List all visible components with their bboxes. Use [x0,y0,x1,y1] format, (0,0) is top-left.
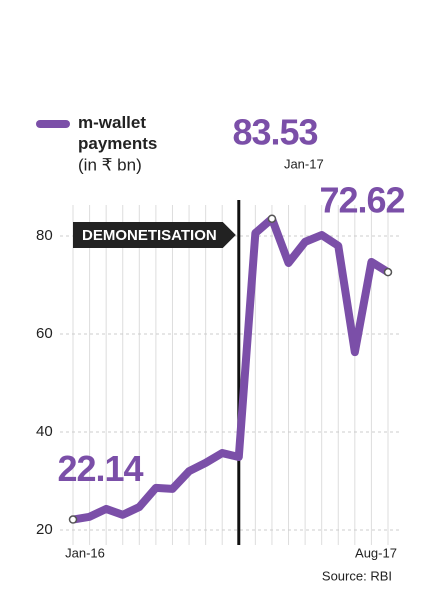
value-label: 72.62 [319,180,404,221]
point [267,214,277,223]
annotation: DEMONETISATION [82,227,217,244]
peak-label: Jan-17 [284,156,324,171]
point [383,267,393,277]
legend-label: m-wallet payments [78,113,157,153]
value-label: 22.14 [57,448,143,489]
y-tick-label: 80 [36,227,53,244]
unit-label: (in ₹ bn) [78,155,142,174]
point [68,515,78,524]
x-tick-label: Jan-16 [65,545,105,560]
line [69,214,392,524]
annotation-box [73,222,236,248]
source: Source: RBI [322,568,392,583]
y-tick-label: 60 [36,325,53,342]
y-tick-label: 20 [36,521,53,538]
value-label: 83.53 [232,112,317,153]
y-tick-label: 40 [36,423,53,440]
x-tick-label: Aug-17 [355,545,397,560]
